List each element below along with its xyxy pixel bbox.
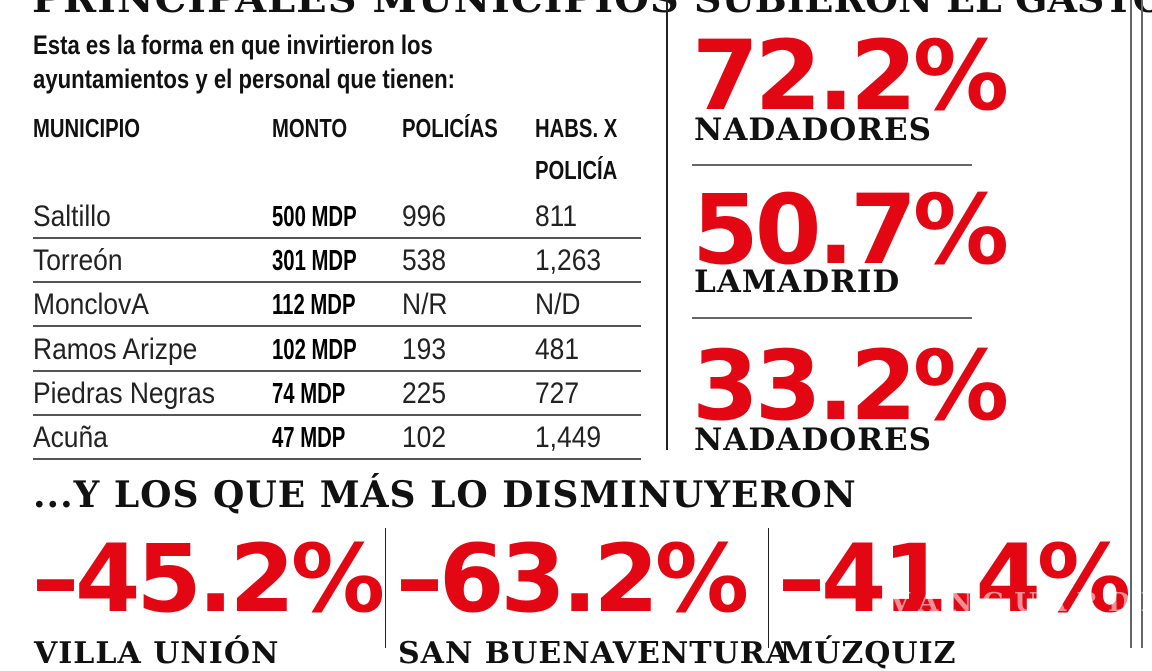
separator bbox=[692, 317, 972, 319]
cell-policias: 538 bbox=[402, 244, 447, 277]
table-row: MonclovA 112 MDP N/R N/D bbox=[33, 281, 641, 327]
cell-monto: 102 MDP bbox=[272, 334, 357, 366]
cell-policias: 996 bbox=[402, 200, 447, 233]
cell-policias: 225 bbox=[402, 377, 447, 410]
cell-monto: 74 MDP bbox=[272, 378, 346, 410]
separator bbox=[692, 164, 972, 166]
cell-monto: 301 MDP bbox=[272, 245, 357, 277]
table-row: Acuña 47 MDP 102 1,449 bbox=[33, 414, 641, 460]
intro-line-2: ayuntamientos y el personal que tienen: bbox=[33, 64, 455, 94]
table-row: Saltillo 500 MDP 996 811 bbox=[33, 193, 641, 239]
column-header-monto: MONTO bbox=[272, 113, 348, 143]
decrease-place-2: SAN BUENAVENTURA bbox=[398, 636, 790, 671]
cell-municipio: Ramos Arizpe bbox=[33, 333, 198, 366]
increase-pct-2: 50.7% bbox=[692, 174, 1009, 286]
decrease-pct-2: –63.2% bbox=[396, 525, 749, 634]
cell-monto: 112 MDP bbox=[272, 289, 356, 321]
column-divider bbox=[768, 528, 769, 648]
frame-border bbox=[1130, 0, 1132, 648]
cell-policias: N/R bbox=[402, 288, 448, 321]
column-header-policia: POLICÍA bbox=[535, 155, 618, 185]
cell-habs: N/D bbox=[535, 288, 581, 321]
table-row: Ramos Arizpe 102 MDP 193 481 bbox=[33, 326, 641, 372]
cell-municipio: MonclovA bbox=[33, 288, 149, 321]
cell-municipio: Piedras Negras bbox=[33, 377, 215, 410]
section-title-principales-municipios: PRINCIPALES MUNICIPIOS bbox=[32, 0, 680, 21]
cell-municipio: Acuña bbox=[33, 421, 108, 454]
cell-habs: 1,449 bbox=[535, 421, 602, 454]
column-header-municipio: MUNICIPIO bbox=[33, 113, 141, 143]
cell-monto: 47 MDP bbox=[272, 422, 346, 454]
cell-habs: 727 bbox=[535, 377, 580, 410]
cell-habs: 1,263 bbox=[535, 244, 602, 277]
table-row: Torreón 301 MDP 538 1,263 bbox=[33, 237, 641, 283]
column-header-habs-x: HABS. X bbox=[535, 113, 618, 143]
column-divider bbox=[666, 0, 668, 450]
section-title-subieron-gasto: SUBIERON EL GASTO bbox=[694, 0, 1152, 21]
column-header-policias: POLICÍAS bbox=[402, 113, 498, 143]
decreases-title: ...Y LOS QUE MÁS LO DISMINUYERON bbox=[33, 474, 857, 516]
cell-municipio: Torreón bbox=[33, 244, 123, 277]
increase-place-1: NADADORES bbox=[694, 112, 932, 148]
column-divider bbox=[385, 528, 386, 648]
increase-place-3: NADADORES bbox=[694, 422, 932, 458]
decrease-place-1: VILLA UNIÓN bbox=[34, 636, 280, 671]
cell-monto: 500 MDP bbox=[272, 201, 357, 233]
increase-pct-3: 33.2% bbox=[692, 330, 1009, 442]
increase-place-2: LAMADRID bbox=[694, 264, 901, 300]
cell-policias: 193 bbox=[402, 333, 447, 366]
cell-policias: 102 bbox=[402, 421, 447, 454]
intro-text: Esta es la forma en que invirtieron los … bbox=[33, 28, 455, 96]
cell-habs: 481 bbox=[535, 333, 580, 366]
intro-line-1: Esta es la forma en que invirtieron los bbox=[33, 30, 433, 60]
decrease-pct-1: –45.2% bbox=[32, 525, 385, 634]
table-row: Piedras Negras 74 MDP 225 727 bbox=[33, 370, 641, 416]
watermark-logo: VANGUARDIA bbox=[890, 588, 1152, 618]
cell-habs: 811 bbox=[535, 200, 578, 233]
decrease-place-3: MÚZQUIZ bbox=[780, 636, 957, 671]
frame-border bbox=[1141, 0, 1143, 648]
decrease-pct-3: –41.4% bbox=[778, 525, 1131, 634]
increase-pct-1: 72.2% bbox=[692, 20, 1009, 132]
cell-municipio: Saltillo bbox=[33, 200, 111, 233]
